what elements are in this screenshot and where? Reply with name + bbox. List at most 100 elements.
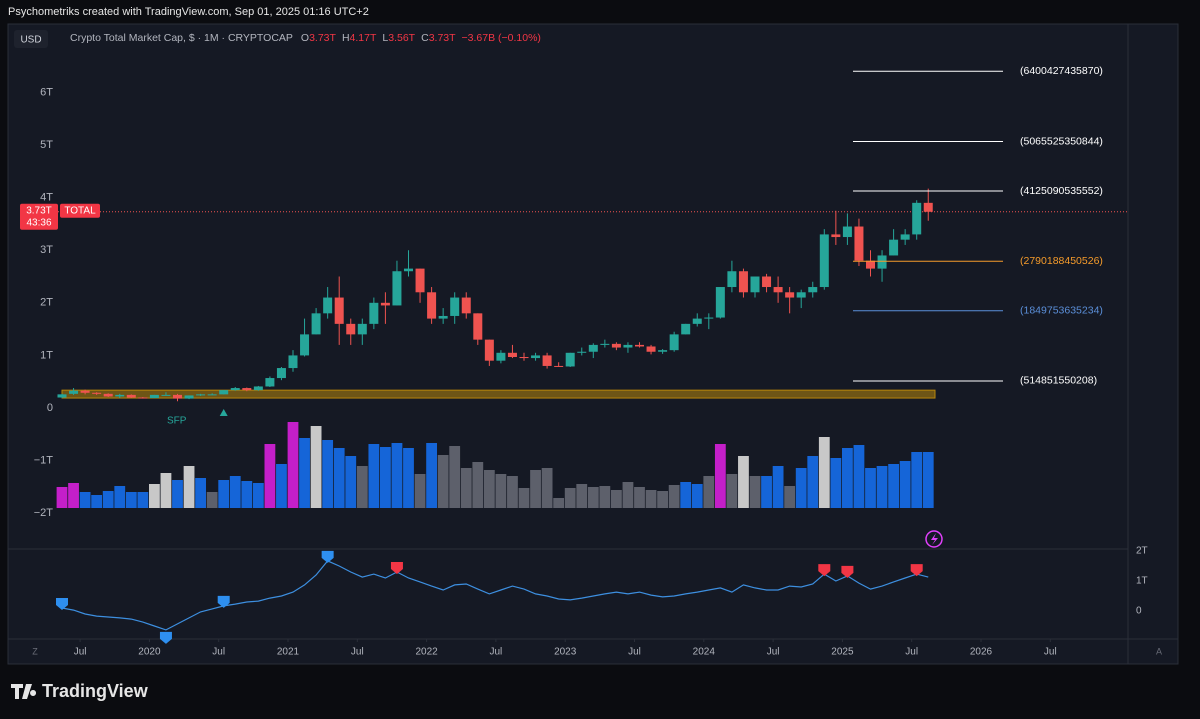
symbol-badge xyxy=(60,203,100,218)
volume-bar xyxy=(818,437,830,508)
legend: Crypto Total Market Cap, $ · 1M · CRYPTO… xyxy=(70,32,541,44)
volume-bar xyxy=(518,488,530,508)
volume-bar xyxy=(299,438,310,508)
x-tick-label: 2023 xyxy=(554,647,577,658)
candle-body xyxy=(600,343,610,345)
candle-body xyxy=(92,392,102,394)
candle-body xyxy=(404,268,413,272)
volume-bar xyxy=(183,466,195,508)
candle-body xyxy=(565,352,575,367)
currency-label: USD xyxy=(20,35,41,46)
candle-body xyxy=(311,313,321,335)
candle-body xyxy=(588,344,598,352)
corner-left[interactable]: Z xyxy=(32,646,38,656)
volume-bar xyxy=(541,468,553,508)
volume-bar xyxy=(68,483,79,508)
volume-bar xyxy=(611,490,622,508)
corner-right[interactable]: A xyxy=(1156,646,1162,656)
candle-body xyxy=(173,394,182,399)
volume-bar xyxy=(784,486,796,508)
logo-icon xyxy=(11,684,37,699)
x-tick-label: 2020 xyxy=(138,647,161,658)
header-text: Psychometriks created with TradingView.c… xyxy=(8,6,369,18)
volume-bar xyxy=(749,476,761,508)
candle-body xyxy=(819,234,829,288)
volume-bar xyxy=(645,490,657,508)
volume-bar xyxy=(842,448,853,508)
level-label: (514851550208) xyxy=(1020,375,1097,387)
candle-body xyxy=(473,313,483,340)
volume-bar xyxy=(149,484,160,508)
x-tick-label: 2024 xyxy=(693,647,716,658)
chart-layer: 6T 5T 4T 3T 2T 1T 0 −1T −2T Jul 2020 Jul 2021 Jul 2022… xyxy=(20,65,1148,658)
candle-body xyxy=(577,351,587,353)
x-tick-label: 2022 xyxy=(415,647,438,658)
currency-button[interactable] xyxy=(14,30,48,48)
volume-bar xyxy=(853,445,865,508)
y-tick-label: 3T xyxy=(40,244,53,256)
y-tick-label: 0 xyxy=(47,402,53,414)
volume-bar xyxy=(495,474,507,508)
volume-bar xyxy=(137,492,149,508)
legend-part: O xyxy=(301,32,309,44)
candle-body xyxy=(554,365,564,367)
candle-body xyxy=(923,202,933,212)
alert-icon[interactable] xyxy=(925,530,943,548)
candle-body xyxy=(69,390,79,394)
volume-bar xyxy=(195,478,206,508)
legend-part: Crypto Total Market Cap, $ · 1M · CRYPTO… xyxy=(70,32,293,44)
x-tick-label: Jul xyxy=(628,647,641,658)
volume-bar xyxy=(507,476,518,508)
volume-bar xyxy=(576,484,588,508)
volume-bar xyxy=(333,448,345,508)
volume-bar xyxy=(553,498,565,508)
countdown: 43:36 xyxy=(26,217,51,228)
bull-signal xyxy=(321,550,334,563)
candle-body xyxy=(461,297,471,314)
candle-body xyxy=(866,260,875,269)
candle-body xyxy=(80,390,90,393)
candle-body xyxy=(149,394,159,399)
candle-body xyxy=(138,397,148,399)
candle-body xyxy=(704,317,714,319)
volume-bar xyxy=(472,462,484,508)
y-tick-label: −1T xyxy=(34,455,54,467)
volume-bar xyxy=(56,487,68,508)
candle-body xyxy=(750,276,760,293)
volume-bar xyxy=(865,468,876,508)
candle-body xyxy=(808,287,818,293)
volume-bar xyxy=(287,422,299,508)
candle-body xyxy=(369,302,379,324)
legend-part: 3.73T xyxy=(429,32,456,44)
candle-body xyxy=(346,323,356,335)
brand: TradingView xyxy=(42,681,149,701)
volume-bar xyxy=(252,483,264,508)
legend-part: 4.17T xyxy=(350,32,377,44)
volume-bar xyxy=(599,486,611,508)
candle-body xyxy=(773,287,783,293)
candle-body xyxy=(762,276,772,288)
volume-bar xyxy=(218,480,230,508)
x-tick-label: Jul xyxy=(74,647,87,658)
candle-body xyxy=(103,393,113,397)
y-tick-label: 1T xyxy=(40,349,53,361)
volume-bar xyxy=(391,443,403,508)
candle-body xyxy=(842,226,852,238)
candle-body xyxy=(542,355,552,366)
indicator-line xyxy=(61,560,929,631)
candle-body xyxy=(427,292,437,319)
candle-body xyxy=(785,292,795,298)
indicator-tick-label: 1T xyxy=(1136,576,1148,587)
candle-body xyxy=(184,395,194,399)
bear-signal xyxy=(390,562,403,574)
volume-bar xyxy=(530,470,541,508)
sfp-label: SFP xyxy=(167,416,187,427)
volume-bar xyxy=(680,482,692,508)
alert-bolt xyxy=(931,533,938,545)
volume-bar xyxy=(668,485,680,508)
volume-bar xyxy=(310,426,322,508)
bull-signal xyxy=(159,631,172,644)
candle-body xyxy=(57,394,67,398)
volume-bar xyxy=(229,476,241,508)
